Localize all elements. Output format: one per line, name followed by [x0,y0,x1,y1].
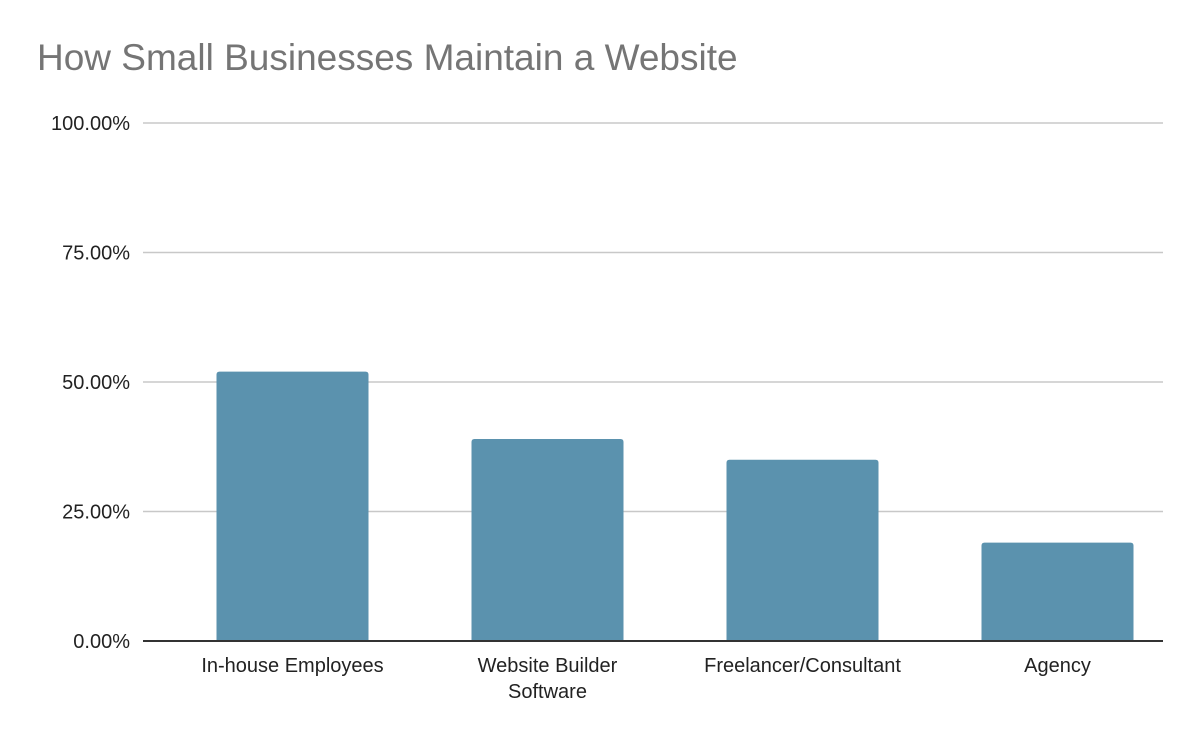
bar [471,438,624,641]
x-category-label: In-house Employees [201,655,383,677]
x-category-label: Freelancer/Consultant [704,655,901,677]
y-tick-label: 75.00% [62,243,130,265]
y-tick-label: 100.00% [51,113,130,135]
x-axis-category-labels: In-house Employees Website Builder Softwar… [201,655,1091,703]
bar [216,371,369,641]
bar [981,542,1134,641]
x-category-label: Website Builder Software [478,655,618,703]
y-tick-label: 0.00% [73,631,130,653]
chart-title: How Small Businesses Maintain a Website [37,37,738,78]
bars [216,371,1134,641]
x-category-label: Agency [1024,655,1091,677]
y-axis-tick-labels: 0.00% 25.00% 50.00% 75.00% 100.00% [51,113,130,653]
bar [726,459,879,641]
y-tick-label: 50.00% [62,372,130,394]
y-tick-label: 25.00% [62,502,130,524]
